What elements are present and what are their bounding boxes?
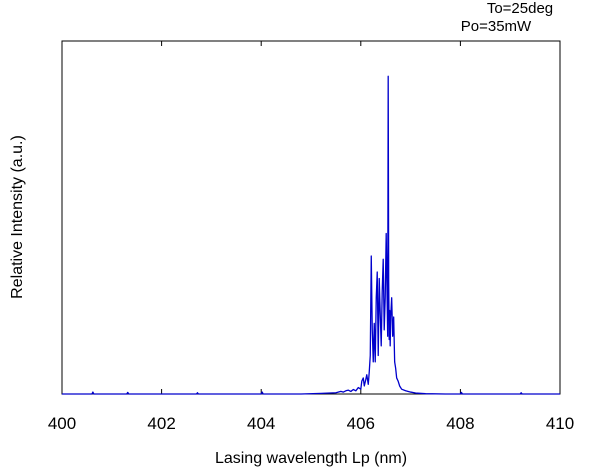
x-axis-tick-labels: 400 402 404 406 408 410 [48,414,574,433]
annotation-power: Po=35mW [461,18,532,35]
x-tick-label: 410 [546,414,574,433]
spectrum-series-line [62,75,560,395]
x-axis-ticks [61,41,561,394]
x-tick-label: 406 [347,414,375,433]
series-group [62,75,560,395]
x-tick-label: 400 [48,414,76,433]
x-tick-label: 408 [446,414,474,433]
y-axis-label: Relative Intensity (a.u.) [9,135,26,299]
x-tick-label: 404 [247,414,275,433]
x-axis-label: Lasing wavelength Lp (nm) [215,450,407,467]
x-tick-label: 402 [147,414,175,433]
annotation-temperature: To=25deg [487,0,553,17]
plot-area-frame [61,40,561,395]
